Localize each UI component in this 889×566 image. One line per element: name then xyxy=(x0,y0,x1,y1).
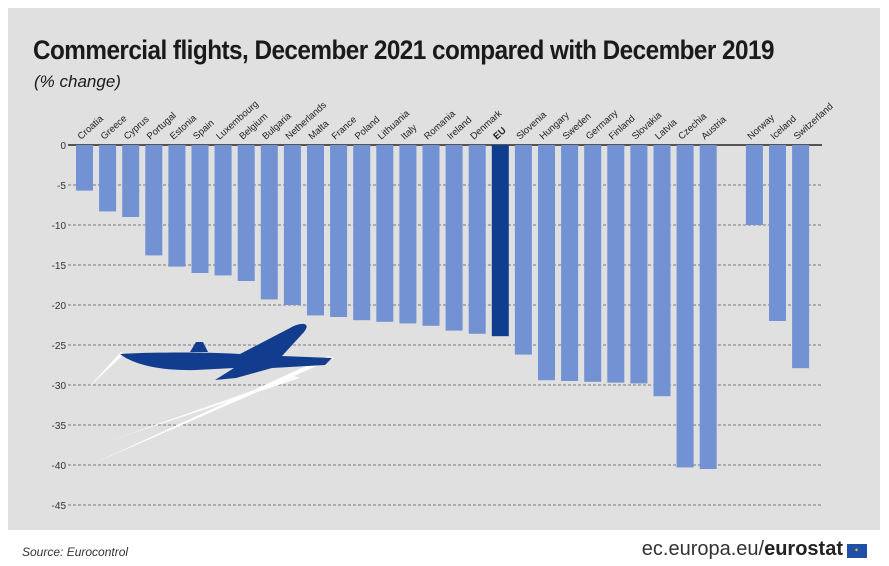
y-tick-label: -25 xyxy=(52,341,67,352)
airplane-trail-middle xyxy=(112,376,300,440)
y-tick-label: -15 xyxy=(52,261,67,272)
bar-finland xyxy=(607,145,625,383)
category-label: EU xyxy=(491,125,508,142)
chart-subtitle: (% change) xyxy=(34,72,121,91)
category-label: France xyxy=(330,114,359,142)
bar-iceland xyxy=(769,145,786,321)
category-labels: CroatiaGreeceCyprusPortugalEstoniaSpainL… xyxy=(76,99,836,143)
airplane-body xyxy=(120,323,332,380)
bar-austria xyxy=(699,145,717,469)
bar-poland xyxy=(353,145,371,321)
bar-switzerland xyxy=(792,145,810,369)
bar-bulgaria xyxy=(260,145,278,300)
chart-panel xyxy=(8,8,880,530)
bar-luxembourg xyxy=(214,145,232,276)
bar-croatia xyxy=(76,145,93,191)
category-label: Poland xyxy=(353,114,382,142)
bar-ireland xyxy=(445,145,463,331)
y-tick-label: 0 xyxy=(60,141,66,152)
site-brand: eurostat xyxy=(764,538,843,560)
site-prefix: ec.europa.eu/ xyxy=(641,538,765,560)
bar-slovenia xyxy=(514,145,532,355)
bar-france xyxy=(330,145,348,317)
airplane-icon xyxy=(88,323,335,465)
y-tick-label: -5 xyxy=(57,181,66,192)
bar-sweden xyxy=(561,145,579,381)
bar-portugal xyxy=(145,145,163,256)
bar-estonia xyxy=(168,145,186,267)
airplane-trail-lower xyxy=(90,356,335,465)
bar-norway xyxy=(745,145,763,225)
bar-romania xyxy=(422,145,440,326)
bar-hungary xyxy=(538,145,555,381)
bar-lithuania xyxy=(376,145,394,322)
bar-malta xyxy=(307,145,324,316)
bar-germany xyxy=(584,145,602,382)
bar-denmark xyxy=(468,145,486,334)
bar-slovakia xyxy=(630,145,648,384)
y-tick-label: -35 xyxy=(52,421,67,432)
source-note: Source: Eurocontrol xyxy=(22,545,129,559)
y-tick-label: -20 xyxy=(52,301,67,312)
y-tick-label: -40 xyxy=(52,461,67,472)
y-tick-label: -30 xyxy=(52,381,67,392)
eu-flag-icon: ✶ xyxy=(847,544,867,558)
bar-eu xyxy=(491,145,509,337)
y-tick-labels: 0 -5 -10 -15 -20 -25 -30 -35 -40 -45 xyxy=(52,141,67,512)
airplane-trail-upper xyxy=(88,352,124,388)
bar-belgium xyxy=(237,145,255,281)
bar-italy xyxy=(399,145,417,324)
eurostat-link[interactable]: ec.europa.eu/eurostat xyxy=(642,538,843,561)
bar-cyprus xyxy=(122,145,140,217)
bars xyxy=(76,145,810,469)
y-tick-label: -45 xyxy=(52,501,67,512)
bar-latvia xyxy=(653,145,671,397)
chart-title: Commercial flights, December 2021 compar… xyxy=(33,35,774,65)
y-tick-label: -10 xyxy=(52,221,67,232)
bar-spain xyxy=(191,145,209,273)
bar-czechia xyxy=(676,145,694,468)
bar-greece xyxy=(99,145,117,212)
bar-netherlands xyxy=(283,145,301,305)
